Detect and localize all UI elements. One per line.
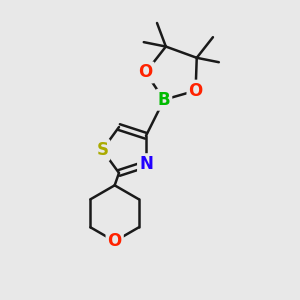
Text: O: O [107, 232, 122, 250]
Text: N: N [139, 155, 153, 173]
Text: B: B [158, 91, 170, 109]
Text: O: O [139, 64, 153, 82]
Text: O: O [188, 82, 203, 100]
Text: S: S [96, 141, 108, 159]
